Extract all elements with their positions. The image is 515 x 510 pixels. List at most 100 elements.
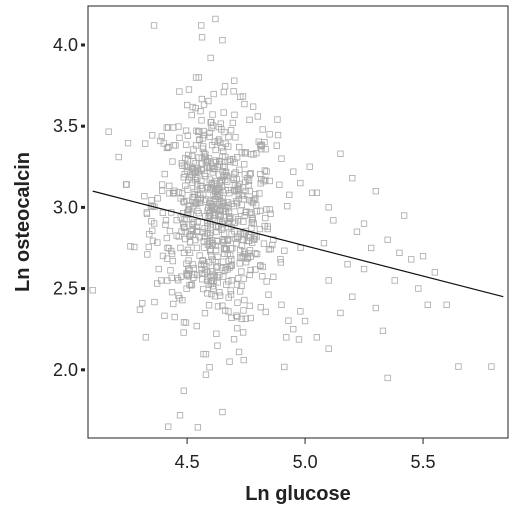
data-point <box>219 37 226 44</box>
data-point <box>232 235 239 243</box>
data-point <box>204 207 211 214</box>
data-point <box>200 237 207 245</box>
data-point <box>208 181 215 189</box>
data-point <box>207 280 214 287</box>
data-point <box>225 257 233 265</box>
data-point <box>234 216 242 223</box>
data-point <box>238 315 245 323</box>
data-point <box>219 258 227 265</box>
data-point <box>290 325 297 333</box>
data-point <box>231 159 239 166</box>
data-point <box>227 245 234 252</box>
data-point <box>198 95 206 103</box>
data-point <box>263 278 270 285</box>
data-point <box>148 218 155 225</box>
data-point <box>169 257 176 265</box>
data-point <box>167 267 174 274</box>
data-point <box>206 129 213 136</box>
data-point <box>175 292 182 299</box>
data-point <box>208 290 215 298</box>
data-point <box>193 223 201 231</box>
data-point <box>218 144 225 151</box>
data-point <box>238 201 246 209</box>
data-point <box>455 363 462 370</box>
data-point <box>221 237 228 244</box>
data-point <box>227 215 234 223</box>
data-point <box>207 229 214 237</box>
data-point <box>236 260 243 267</box>
data-point <box>160 140 167 147</box>
data-point <box>181 235 189 243</box>
data-point <box>175 123 182 130</box>
data-point <box>221 83 229 90</box>
data-point <box>205 97 212 105</box>
data-point <box>159 209 167 217</box>
data-point <box>286 191 293 199</box>
data-point <box>206 231 214 239</box>
data-point <box>177 195 184 202</box>
data-point <box>212 146 219 154</box>
data-point <box>246 209 254 216</box>
data-point <box>248 219 256 226</box>
data-point <box>216 292 224 299</box>
data-point <box>168 288 176 296</box>
data-point <box>115 153 122 161</box>
data-point <box>239 93 247 100</box>
data-point <box>183 167 191 174</box>
data-point <box>186 249 194 257</box>
data-point <box>215 184 222 192</box>
data-point <box>200 127 207 135</box>
data-point <box>257 180 264 187</box>
data-point <box>183 101 191 109</box>
data-point <box>257 170 264 178</box>
data-point <box>301 317 309 325</box>
data-point <box>194 199 201 206</box>
data-point <box>142 334 150 341</box>
data-point <box>185 86 193 93</box>
data-point <box>241 161 248 168</box>
data-point <box>170 142 177 149</box>
data-point <box>220 238 227 246</box>
data-point <box>227 262 235 270</box>
data-point <box>246 271 253 279</box>
data-point <box>281 363 288 371</box>
data-point <box>185 257 192 264</box>
data-point <box>488 363 495 370</box>
data-point <box>184 186 191 193</box>
data-point <box>396 249 403 257</box>
data-point <box>154 239 161 246</box>
data-point <box>248 198 255 205</box>
data-point <box>240 218 247 225</box>
data-point <box>290 168 297 175</box>
data-point <box>148 132 156 139</box>
data-point <box>225 278 232 285</box>
data-point <box>257 262 264 269</box>
data-point <box>188 152 196 160</box>
data-point <box>325 277 332 284</box>
data-point <box>196 128 203 136</box>
data-point <box>228 314 235 322</box>
data-point <box>195 209 202 217</box>
data-point <box>264 223 271 230</box>
data-point <box>188 281 196 288</box>
data-point <box>431 269 439 276</box>
data-point <box>220 273 227 280</box>
data-point <box>247 234 254 241</box>
data-point <box>200 143 207 150</box>
data-point <box>252 250 259 257</box>
data-point <box>182 319 190 326</box>
data-point <box>233 187 240 194</box>
data-point <box>248 150 255 158</box>
data-point <box>320 239 328 247</box>
data-point <box>218 177 226 185</box>
data-point <box>177 273 185 280</box>
data-point <box>141 140 149 147</box>
data-point <box>176 134 183 142</box>
data-point <box>203 262 210 270</box>
data-point <box>252 202 260 209</box>
data-point <box>199 135 207 142</box>
data-point <box>261 167 269 174</box>
data-point <box>184 156 192 163</box>
data-point <box>297 179 304 187</box>
data-point <box>176 412 184 419</box>
